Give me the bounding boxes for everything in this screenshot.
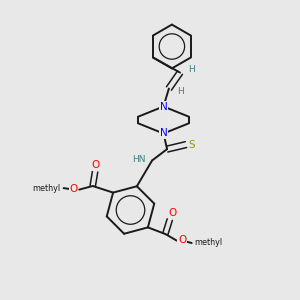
Text: H: H — [188, 65, 195, 74]
Text: O: O — [168, 208, 176, 218]
Text: methyl: methyl — [32, 184, 61, 193]
Text: N: N — [160, 101, 167, 112]
Text: N: N — [160, 128, 167, 139]
Text: O: O — [91, 160, 99, 170]
Text: H: H — [177, 87, 184, 96]
Text: methyl: methyl — [194, 238, 222, 247]
Text: O: O — [70, 184, 78, 194]
Text: HN: HN — [132, 155, 146, 164]
Text: O: O — [178, 235, 186, 245]
Text: S: S — [189, 140, 195, 150]
